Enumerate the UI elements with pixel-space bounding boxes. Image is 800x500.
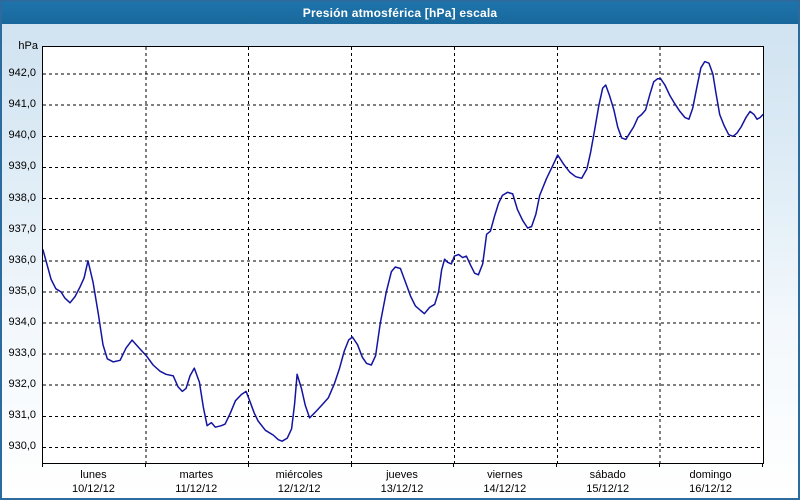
x-day-label: miércoles [275, 469, 323, 481]
y-tick-label: 940,0 [8, 129, 36, 142]
x-day-label: lunes [80, 469, 107, 481]
x-axis-tick [42, 463, 43, 467]
x-axis-tick [556, 463, 558, 467]
y-tick-label: 937,0 [8, 222, 36, 235]
y-tick-label: 941,0 [8, 98, 36, 111]
y-tick-label: 931,0 [8, 409, 36, 422]
y-tick-label: 930,0 [8, 440, 36, 453]
y-tick-label: 938,0 [8, 191, 36, 204]
y-tick-label: 939,0 [8, 160, 36, 173]
plot-area [42, 46, 764, 464]
x-date-label: 14/12/12 [483, 483, 527, 495]
x-axis-tick [350, 463, 352, 467]
y-tick-label: 942,0 [8, 67, 36, 80]
y-tick-label: 936,0 [8, 253, 36, 266]
x-date-label: 12/12/12 [277, 483, 321, 495]
y-tick-label: 933,0 [8, 347, 36, 360]
chart-title: Presión atmosférica [hPa] escala [2, 2, 798, 24]
pressure-series-line [43, 60, 763, 442]
y-axis-unit-label: hPa [18, 40, 38, 52]
y-tick-label: 934,0 [8, 315, 36, 328]
x-day-label: domingo [689, 469, 732, 481]
x-axis-tick [144, 463, 146, 467]
x-date-label: 16/12/12 [689, 483, 732, 495]
x-axis-tick [659, 463, 661, 467]
x-axis-tick [762, 463, 763, 467]
x-date-label: 11/12/12 [175, 483, 218, 495]
x-day-label: jueves [386, 469, 418, 481]
x-date-label: 13/12/12 [380, 483, 424, 495]
x-day-label: viernes [487, 469, 523, 481]
x-axis-tick [453, 463, 455, 467]
y-tick-label: 935,0 [8, 284, 36, 297]
x-axis-tick [247, 463, 249, 467]
x-date-label: 10/12/12 [72, 483, 115, 495]
y-tick-label: 932,0 [8, 378, 36, 391]
pressure-line-chart [43, 47, 763, 463]
x-day-label: martes [179, 469, 214, 481]
x-day-label: sábado [589, 469, 626, 481]
x-date-label: 15/12/12 [586, 483, 630, 495]
